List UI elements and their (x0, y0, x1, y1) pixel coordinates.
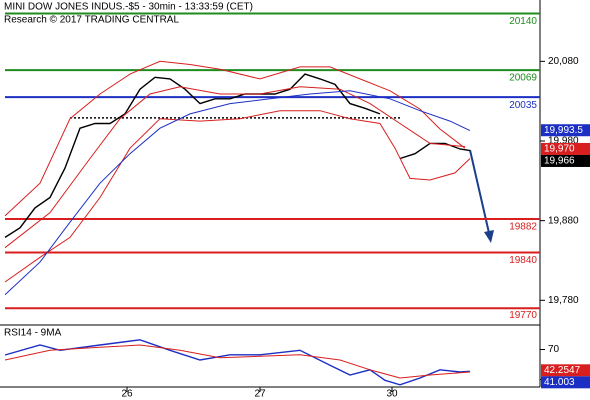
price-tag-label: 19,993.5 (544, 125, 583, 136)
level-label: 20069 (509, 73, 537, 84)
series-line (4, 344, 471, 379)
y-tick-label: 20,080 (548, 56, 579, 67)
level-label: 20140 (509, 16, 537, 27)
price-tag (541, 154, 590, 167)
series-line (4, 60, 466, 217)
level-label: 19882 (509, 222, 537, 233)
level-label: 19770 (509, 310, 537, 321)
series-line (4, 90, 471, 296)
chart-title: MINI DOW JONES INDUS.-$5 - 30min - 13:33… (4, 2, 253, 13)
series-line (4, 73, 471, 238)
y-tick-label: 19,980 (548, 136, 579, 147)
price-tag-label: 41.003 (544, 377, 575, 388)
price-tag-label: 42.2547 (544, 365, 581, 376)
series-line (4, 110, 471, 283)
series-line (4, 86, 466, 249)
price-tag (541, 142, 590, 155)
series-line (4, 339, 471, 386)
level-label: 19840 (509, 255, 537, 266)
forecast-arrowhead (484, 230, 494, 243)
y-tick-label: 19,780 (548, 295, 579, 306)
y-tick-label: 19,880 (548, 215, 579, 226)
chart-subtitle: Research © 2017 TRADING CENTRAL (4, 15, 179, 26)
level-label: 20035 (509, 100, 537, 111)
price-tag (541, 364, 590, 377)
price-tag-label: 19,966 (544, 156, 575, 167)
price-tag (541, 124, 590, 137)
price-tag (541, 376, 590, 389)
price-tag-label: 19,970 (544, 144, 575, 155)
y-tick-label: 70 (548, 344, 560, 355)
rsi-title: RSI14 - 9MA (4, 328, 62, 339)
x-tick-label: 26 (121, 389, 133, 400)
x-tick-label: 27 (254, 389, 266, 400)
x-tick-label: 30 (386, 389, 398, 400)
